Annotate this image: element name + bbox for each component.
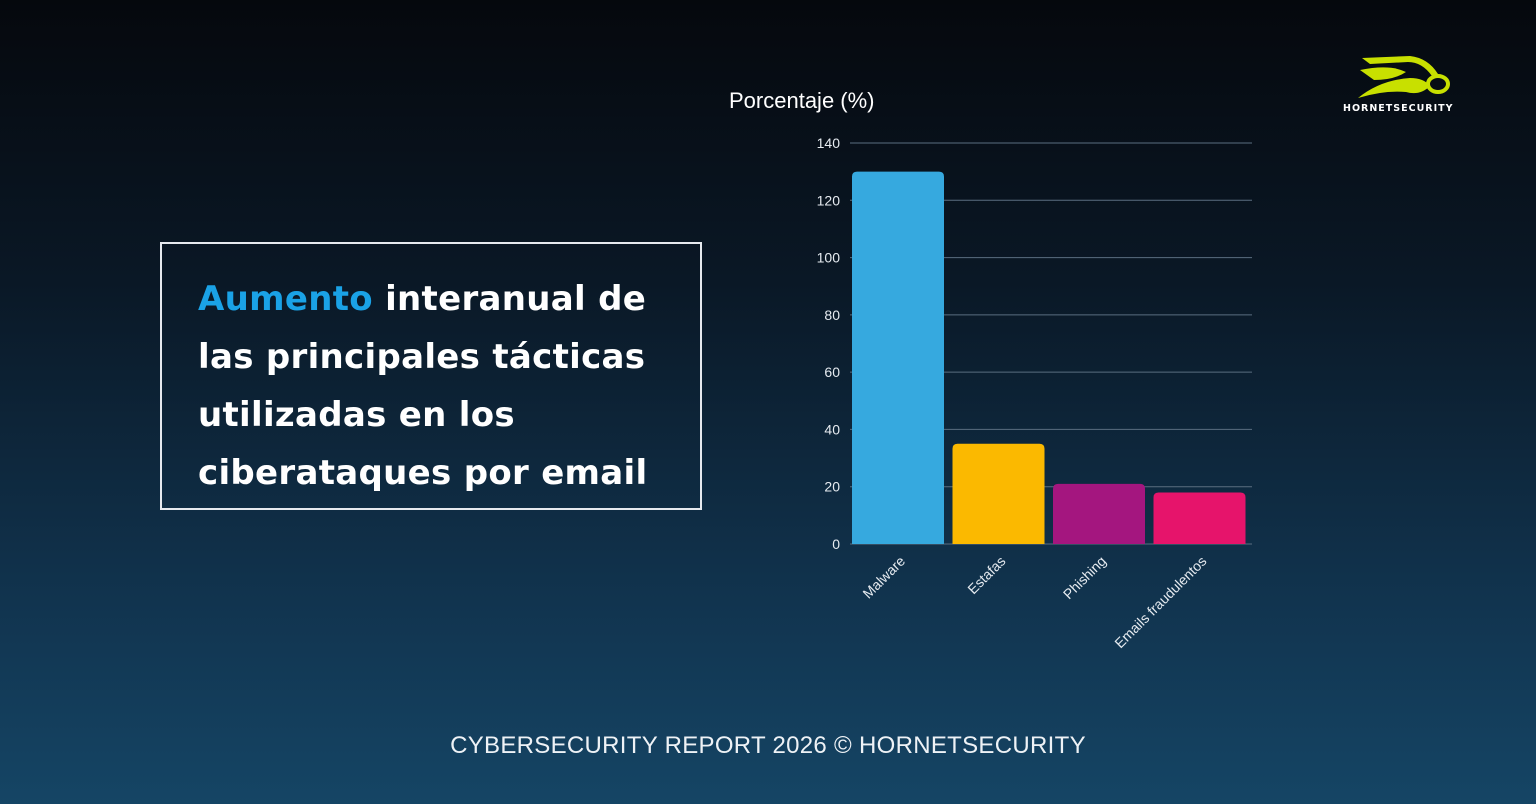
y-tick-label: 20 — [824, 479, 840, 495]
x-category-label: Malware — [859, 553, 908, 602]
y-tick-label: 120 — [817, 192, 841, 208]
x-category-label: Emails fraudulentos — [1111, 553, 1209, 651]
y-axis-label: Porcentaje (%) — [729, 88, 875, 113]
y-tick-label: 140 — [817, 135, 841, 151]
bar-estafas — [952, 443, 1045, 544]
headline: Aumento interanual de las principales tá… — [198, 270, 698, 502]
y-tick-label: 80 — [824, 307, 840, 323]
x-category-label: Estafas — [964, 553, 1008, 597]
brand-name: HORNETSECURITY — [1343, 103, 1454, 114]
headline-box: Aumento interanual de las principales tá… — [160, 242, 702, 510]
bar-emails-fraudulentos — [1153, 492, 1246, 544]
footer-text: CYBERSECURITY REPORT 2026 © HORNETSECURI… — [450, 732, 1086, 759]
y-tick-label: 60 — [824, 364, 840, 380]
headline-rest: interanual de las principales tácticas u… — [198, 279, 648, 493]
x-category-label: Phishing — [1060, 553, 1109, 602]
headline-accent: Aumento — [198, 279, 373, 319]
y-tick-label: 100 — [817, 250, 841, 266]
y-tick-label: 40 — [824, 421, 840, 437]
bar-malware — [852, 171, 944, 544]
bar-phishing — [1053, 483, 1145, 544]
hornet-logo-icon — [1358, 56, 1450, 98]
y-tick-label: 0 — [832, 536, 840, 552]
